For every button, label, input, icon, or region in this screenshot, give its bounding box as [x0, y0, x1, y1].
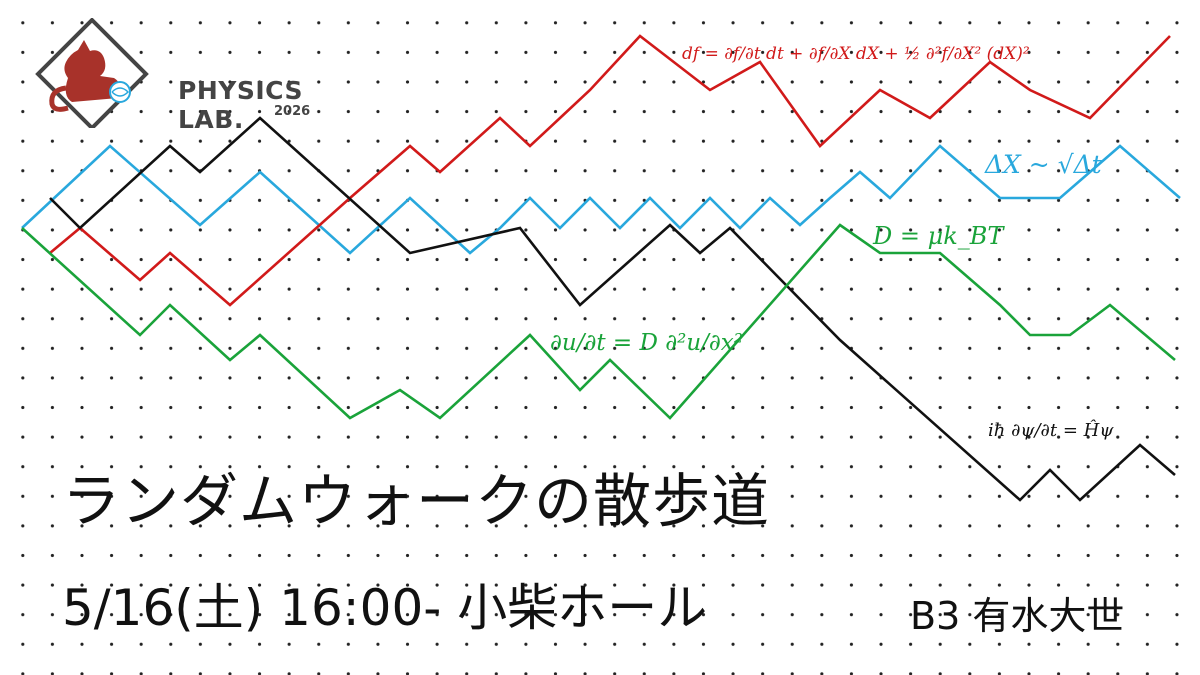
walk-path-black	[49, 116, 1176, 502]
walk-path-red	[49, 34, 1171, 307]
equation-ito-formula: df = ∂f/∂t dt + ∂f/∂X dX + ½ ∂²f/∂X² (dX…	[682, 44, 1030, 64]
walk-path-blue	[21, 144, 1181, 255]
walk-path-green	[21, 223, 1176, 420]
page-title: ランダムウォークの散歩道	[62, 467, 771, 535]
equation-schrodinger: iħ ∂ψ/∂t = Ĥψ	[988, 420, 1114, 441]
equation-einstein-relation: D = μk_BT	[873, 222, 1004, 250]
logo-text: PHYSICS LAB.	[178, 76, 303, 134]
logo: PHYSICS LAB. 2026	[28, 17, 368, 134]
cat-icon	[35, 17, 149, 131]
equation-diffusion: ∂u/∂t = D ∂²u/∂x²	[550, 330, 743, 356]
equation-scaling: ΔX ~ √Δt	[985, 150, 1102, 179]
logo-year: 2026	[274, 104, 311, 119]
speaker-name: B3 有水大世	[910, 594, 1125, 638]
event-info: 5/16(土) 16:00- 小柴ホール	[62, 579, 708, 637]
